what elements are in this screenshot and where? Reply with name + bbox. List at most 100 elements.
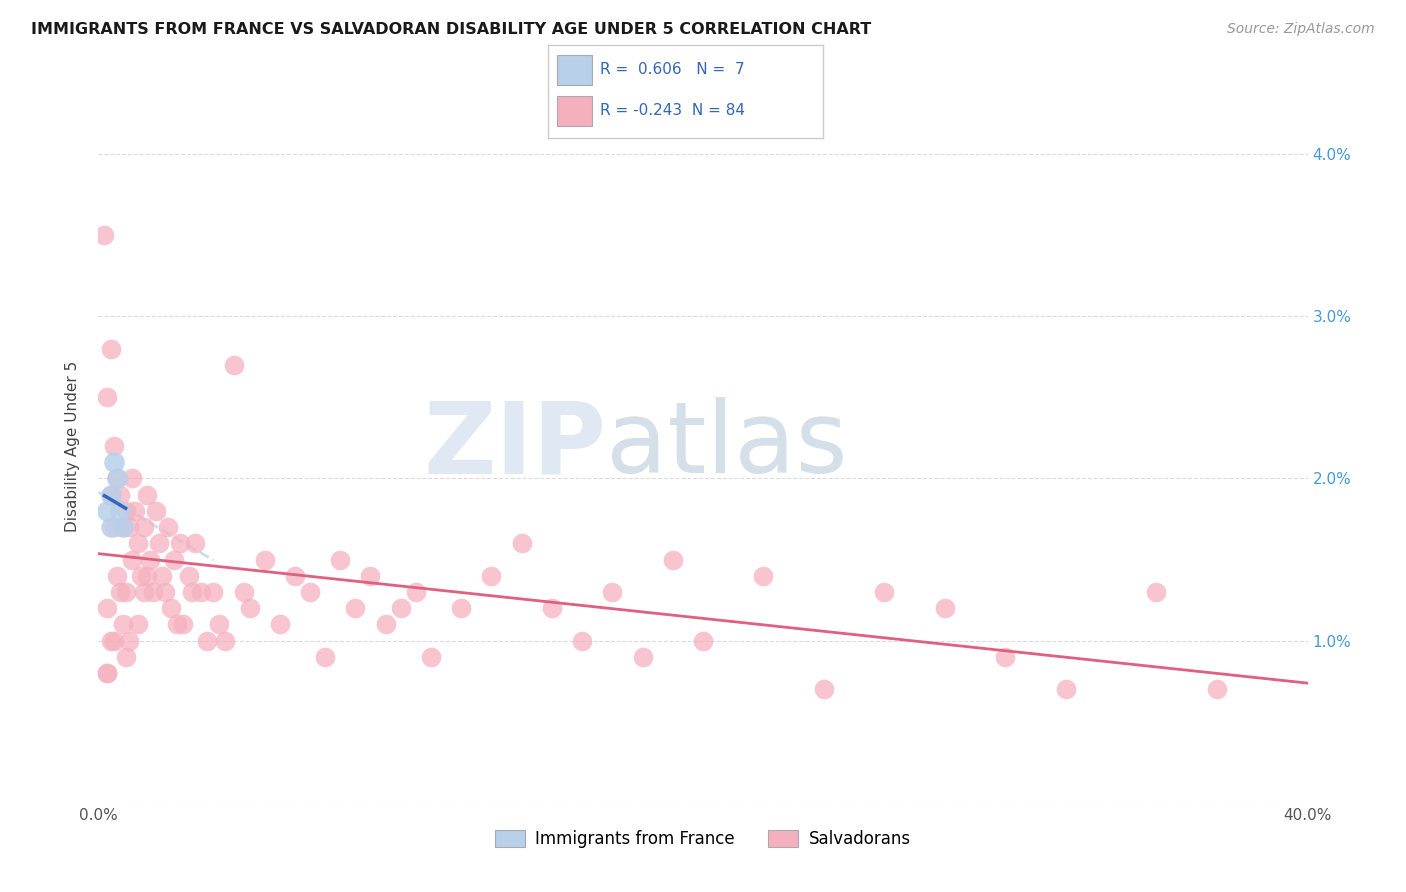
Point <box>314 649 336 664</box>
Point <box>1054 682 1077 697</box>
Point <box>118 633 141 648</box>
Point <box>181 585 204 599</box>
Point <box>813 682 835 697</box>
Point <box>510 536 533 550</box>
Point <box>96 390 118 404</box>
Point <box>93 228 115 243</box>
Point <box>105 471 128 485</box>
Point <box>232 585 254 599</box>
Point <box>481 568 503 582</box>
Point <box>420 649 443 664</box>
Point <box>692 633 714 648</box>
Point <box>127 536 149 550</box>
Point <box>148 536 170 550</box>
Point <box>145 504 167 518</box>
Point <box>284 568 307 582</box>
Point <box>752 568 775 582</box>
Y-axis label: Disability Age Under 5: Disability Age Under 5 <box>65 360 80 532</box>
Point <box>132 520 155 534</box>
Point <box>139 552 162 566</box>
Point <box>96 666 118 681</box>
Text: Source: ZipAtlas.com: Source: ZipAtlas.com <box>1227 22 1375 37</box>
Point <box>108 504 131 518</box>
Point <box>142 585 165 599</box>
Point <box>124 504 146 518</box>
Point <box>299 585 322 599</box>
Point <box>111 617 134 632</box>
Point <box>269 617 291 632</box>
Point <box>389 601 412 615</box>
Point <box>103 439 125 453</box>
Point <box>108 488 131 502</box>
Point <box>405 585 427 599</box>
Point <box>224 358 246 372</box>
Point <box>108 585 131 599</box>
Point <box>184 536 207 550</box>
Point <box>994 649 1017 664</box>
Text: R = -0.243  N = 84: R = -0.243 N = 84 <box>600 103 745 118</box>
Point <box>934 601 956 615</box>
Point <box>239 601 262 615</box>
Point <box>105 568 128 582</box>
Point <box>344 601 367 615</box>
Point <box>114 649 136 664</box>
Point <box>873 585 896 599</box>
Point <box>135 488 157 502</box>
Point <box>1206 682 1229 697</box>
Point <box>105 471 128 485</box>
Text: ZIP: ZIP <box>423 398 606 494</box>
Point <box>103 633 125 648</box>
Point <box>661 552 683 566</box>
FancyBboxPatch shape <box>557 96 592 126</box>
Point <box>111 520 134 534</box>
Point <box>1144 585 1167 599</box>
Point <box>121 552 143 566</box>
Point <box>96 504 118 518</box>
Point <box>329 552 352 566</box>
Point <box>374 617 396 632</box>
Point <box>135 568 157 582</box>
Point <box>172 617 194 632</box>
Point <box>118 520 141 534</box>
Point <box>100 342 122 356</box>
Point <box>179 568 201 582</box>
Point <box>156 520 179 534</box>
Point <box>100 488 122 502</box>
Point <box>132 585 155 599</box>
Point <box>631 649 654 664</box>
Point <box>160 601 183 615</box>
Point <box>111 520 134 534</box>
FancyBboxPatch shape <box>557 55 592 85</box>
Point <box>103 520 125 534</box>
Point <box>150 568 173 582</box>
Point <box>100 520 122 534</box>
Point <box>195 633 218 648</box>
Point <box>540 601 562 615</box>
Point <box>129 568 152 582</box>
Point <box>214 633 236 648</box>
Point <box>602 585 624 599</box>
Point <box>114 504 136 518</box>
Legend: Immigrants from France, Salvadorans: Immigrants from France, Salvadorans <box>489 823 917 855</box>
Point <box>153 585 176 599</box>
Point <box>166 617 188 632</box>
Point <box>360 568 382 582</box>
Point <box>100 488 122 502</box>
Point <box>208 617 231 632</box>
Point <box>100 633 122 648</box>
Point <box>114 585 136 599</box>
Point <box>121 471 143 485</box>
Point <box>202 585 225 599</box>
Point <box>190 585 212 599</box>
Point <box>96 601 118 615</box>
Text: R =  0.606   N =  7: R = 0.606 N = 7 <box>600 62 745 78</box>
Text: atlas: atlas <box>606 398 848 494</box>
Text: IMMIGRANTS FROM FRANCE VS SALVADORAN DISABILITY AGE UNDER 5 CORRELATION CHART: IMMIGRANTS FROM FRANCE VS SALVADORAN DIS… <box>31 22 872 37</box>
Point <box>169 536 191 550</box>
Point <box>450 601 472 615</box>
Point <box>163 552 186 566</box>
Point <box>103 455 125 469</box>
Point <box>571 633 593 648</box>
Point <box>127 617 149 632</box>
Point <box>253 552 276 566</box>
